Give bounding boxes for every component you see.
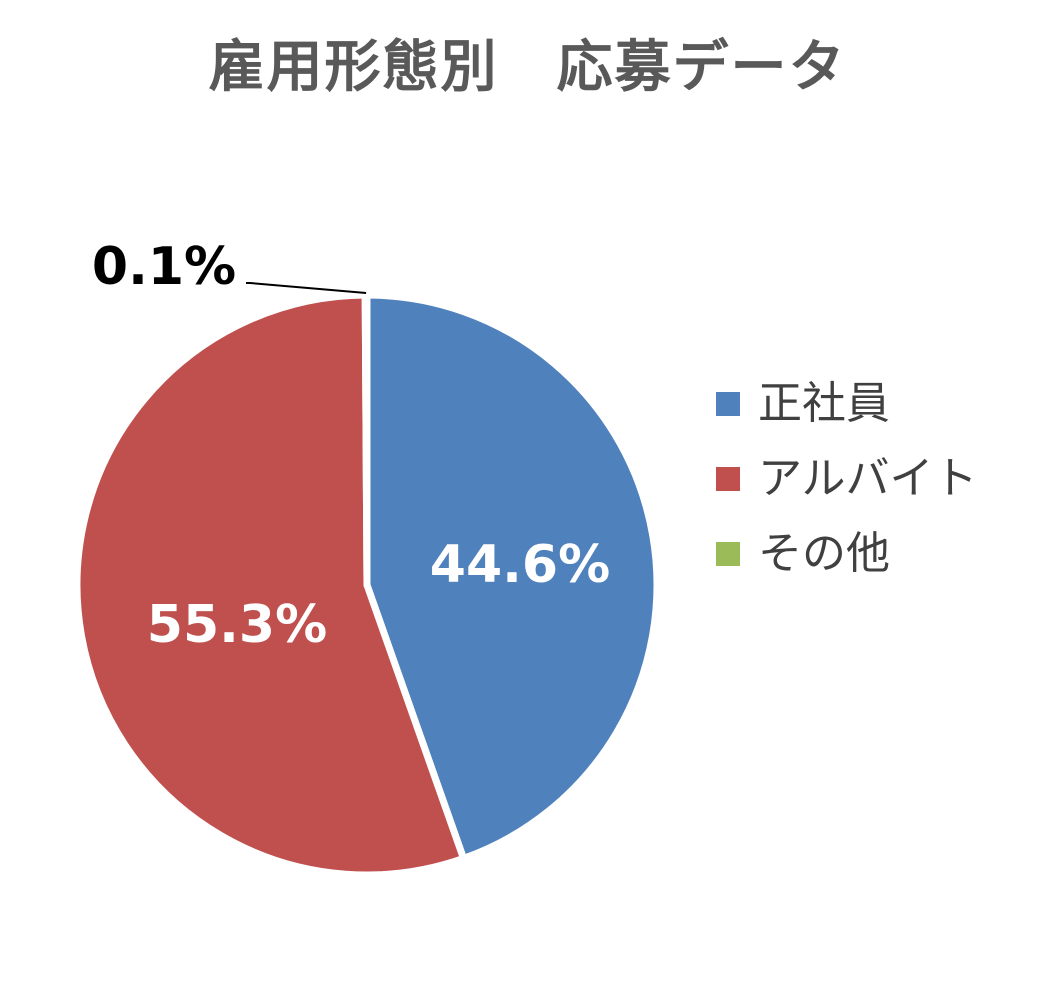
pie-data-labels: 44.6% 55.3% 0.1% bbox=[92, 237, 610, 655]
pie-slice-sonota bbox=[361, 291, 371, 589]
data-label-sonota: 0.1% bbox=[92, 237, 236, 297]
data-label-seishain: 44.6% bbox=[430, 535, 610, 595]
chart-title: 雇用形態別 応募データ bbox=[208, 35, 847, 100]
data-label-arubaito: 55.3% bbox=[147, 595, 327, 655]
pie-slice-arubaito bbox=[73, 291, 468, 879]
legend-swatch-sonota bbox=[716, 542, 740, 566]
legend-label-arubaito: アルバイト bbox=[758, 453, 978, 504]
legend-swatch-arubaito bbox=[716, 467, 740, 491]
pie-slice-seishain bbox=[363, 291, 661, 862]
legend-label-sonota: その他 bbox=[758, 528, 890, 579]
legend-label-seishain: 正社員 bbox=[758, 378, 890, 429]
pie-slices bbox=[73, 291, 661, 879]
legend-swatch-seishain bbox=[716, 392, 740, 416]
leader-line-sonota bbox=[246, 282, 367, 294]
